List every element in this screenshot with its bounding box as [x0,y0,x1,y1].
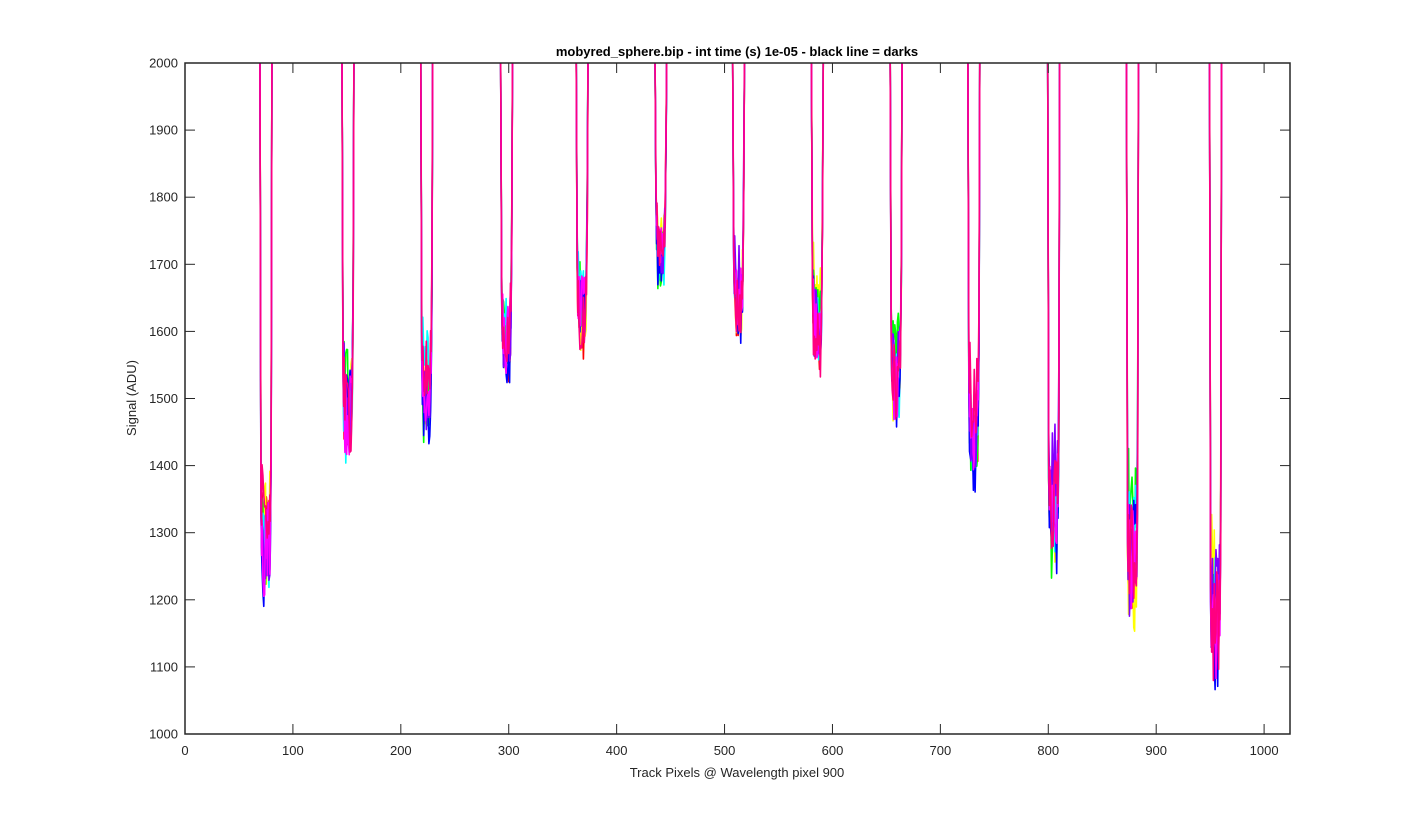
series-line [259,63,1223,682]
x-tick-label: 300 [498,743,520,758]
chart-title: mobyred_sphere.bip - int time (s) 1e-05 … [556,44,918,59]
x-tick-label: 700 [930,743,952,758]
x-tick-label: 900 [1145,743,1167,758]
y-tick-label: 1100 [150,659,178,674]
plot-background [185,63,1290,734]
x-tick-label: 800 [1037,743,1059,758]
y-tick-label: 1800 [149,190,178,205]
y-tick-label: 1200 [149,592,178,607]
x-tick-label: 400 [606,743,628,758]
tick-layer: 0 100 200 300 400 500 600 700 800 900 1000 1000 1100… [149,56,1290,758]
y-tick-label: 1900 [149,123,178,138]
y-axis-label: Signal (ADU) [124,360,139,436]
series-layer [259,63,1223,691]
x-tick-label: 0 [181,743,188,758]
x-axis-label: Track Pixels @ Wavelength pixel 900 [630,765,845,780]
y-tick-label: 1400 [149,458,178,473]
x-tick-label: 200 [390,743,412,758]
y-tick-label: 1500 [149,391,178,406]
x-tick-label: 600 [822,743,844,758]
y-tick-label: 2000 [149,56,178,71]
y-tick-label: 1000 [149,727,178,742]
x-tick-label: 500 [714,743,736,758]
y-tick-label: 1300 [149,525,178,540]
y-tick-label: 1600 [149,324,178,339]
x-tick-label: 100 [282,743,304,758]
y-tick-label: 1700 [149,257,178,272]
x-tick-label: 1000 [1250,743,1279,758]
